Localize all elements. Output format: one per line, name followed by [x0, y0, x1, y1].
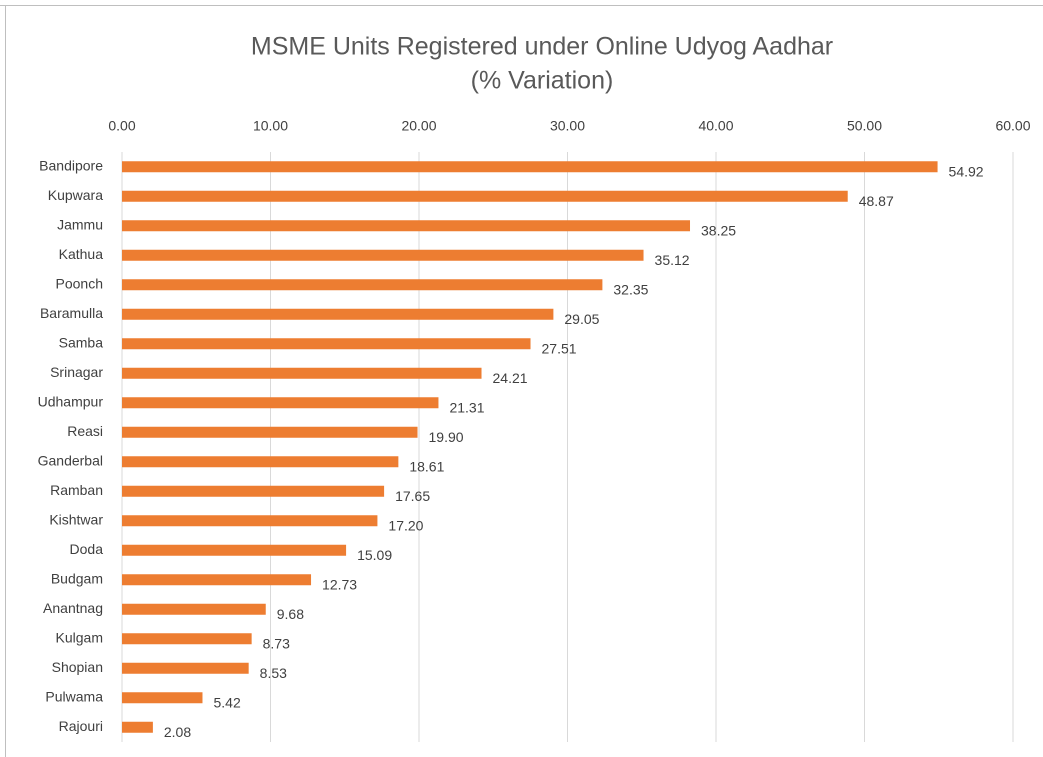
- data-label: 2.08: [164, 724, 191, 740]
- data-label: 17.20: [388, 517, 423, 533]
- x-tick-label: 60.00: [995, 118, 1030, 134]
- bar: [122, 515, 378, 527]
- data-label: 8.53: [260, 665, 287, 681]
- bar: [122, 367, 482, 379]
- data-label: 15.09: [357, 547, 392, 563]
- y-tick-label: Baramulla: [40, 305, 103, 321]
- y-tick-label: Ramban: [50, 482, 103, 498]
- bar: [122, 574, 312, 586]
- x-tick-label: 20.00: [401, 118, 436, 134]
- x-tick-label: 0.00: [108, 118, 135, 134]
- bar: [122, 485, 385, 497]
- y-tick-label: Bandipore: [39, 157, 103, 173]
- y-tick-label: Anantnag: [43, 600, 103, 616]
- data-label: 9.68: [277, 606, 304, 622]
- data-label: 21.31: [449, 399, 484, 415]
- x-tick-label: 40.00: [698, 118, 733, 134]
- data-label: 38.25: [701, 222, 736, 238]
- y-tick-label: Reasi: [67, 423, 103, 439]
- bar: [122, 633, 252, 645]
- y-tick-label: Samba: [59, 334, 104, 350]
- bar: [122, 692, 203, 704]
- bar: [122, 220, 691, 232]
- data-label: 48.87: [859, 193, 894, 209]
- data-label: 12.73: [322, 576, 357, 592]
- bar: [122, 190, 848, 202]
- y-tick-label: Pulwama: [45, 688, 103, 704]
- bar: [122, 338, 531, 350]
- chart-title: MSME Units Registered under Online Udyog…: [251, 33, 833, 61]
- y-tick-label: Udhampur: [38, 393, 104, 409]
- y-tick-label: Doda: [70, 541, 104, 557]
- data-label: 18.61: [409, 458, 444, 474]
- y-tick-label: Poonch: [56, 275, 103, 291]
- y-tick-label: Kishtwar: [49, 511, 103, 527]
- y-tick-label: Kulgam: [56, 629, 103, 645]
- data-label: 17.65: [395, 488, 430, 504]
- data-label: 32.35: [613, 281, 648, 297]
- x-tick-label: 30.00: [550, 118, 585, 134]
- y-tick-label: Kupwara: [48, 187, 103, 203]
- bar: [122, 456, 399, 468]
- data-label: 5.42: [213, 694, 240, 710]
- data-label: 19.90: [429, 429, 464, 445]
- bar: [122, 544, 347, 556]
- bar: [122, 426, 418, 438]
- data-label: 8.73: [263, 635, 290, 651]
- data-label: 29.05: [564, 311, 599, 327]
- bar: [122, 603, 266, 615]
- x-tick-label: 50.00: [847, 118, 882, 134]
- y-tick-label: Rajouri: [59, 718, 103, 734]
- data-label: 35.12: [655, 252, 690, 268]
- y-tick-label: Shopian: [52, 659, 103, 675]
- bar: [122, 721, 153, 733]
- y-tick-label: Jammu: [57, 216, 103, 232]
- bar: [122, 397, 439, 409]
- y-tick-label: Srinagar: [50, 364, 103, 380]
- y-tick-label: Kathua: [59, 246, 104, 262]
- x-tick-label: 10.00: [253, 118, 288, 134]
- y-tick-label: Ganderbal: [38, 452, 103, 468]
- chart-subtitle: (% Variation): [471, 67, 614, 95]
- bar: [122, 249, 644, 261]
- bar: [122, 161, 938, 173]
- data-label: 24.21: [493, 370, 528, 386]
- bar: [122, 279, 603, 291]
- data-label: 27.51: [542, 340, 577, 356]
- y-tick-label: Budgam: [51, 570, 103, 586]
- bar: [122, 308, 554, 320]
- data-label: 54.92: [949, 163, 984, 179]
- bar: [122, 662, 249, 674]
